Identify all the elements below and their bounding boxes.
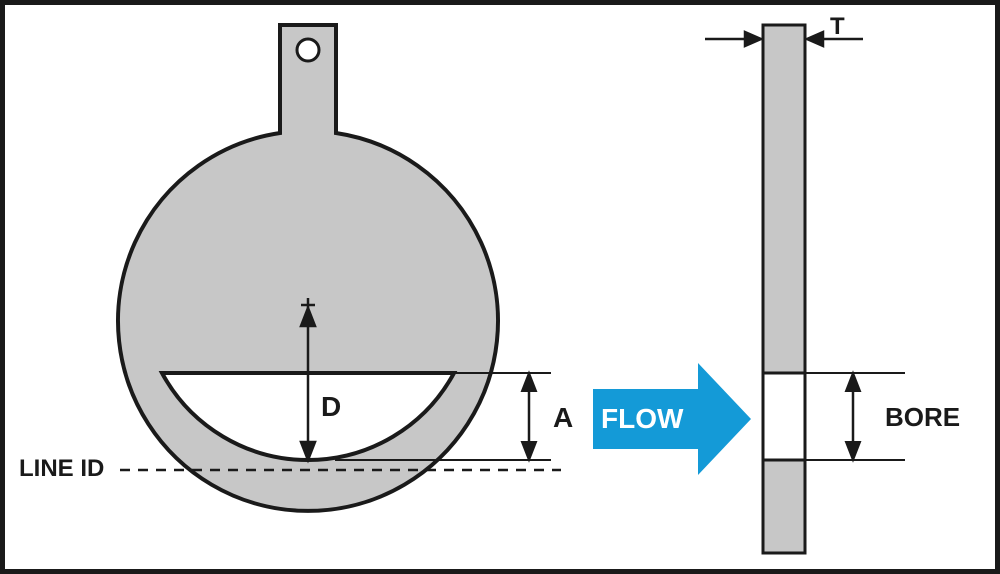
diagram-svg [5, 5, 995, 569]
label-BORE: BORE [885, 402, 960, 433]
label-A: A [553, 402, 573, 434]
handle-hole [297, 39, 319, 61]
side-bore-window [765, 373, 804, 460]
side-view [763, 25, 805, 553]
label-D: D [321, 391, 341, 423]
label-FLOW: FLOW [601, 403, 683, 435]
label-LINE-ID: LINE ID [19, 455, 104, 483]
label-T: T [830, 13, 845, 41]
diagram-frame: D A LINE ID FLOW T BORE [0, 0, 1000, 574]
